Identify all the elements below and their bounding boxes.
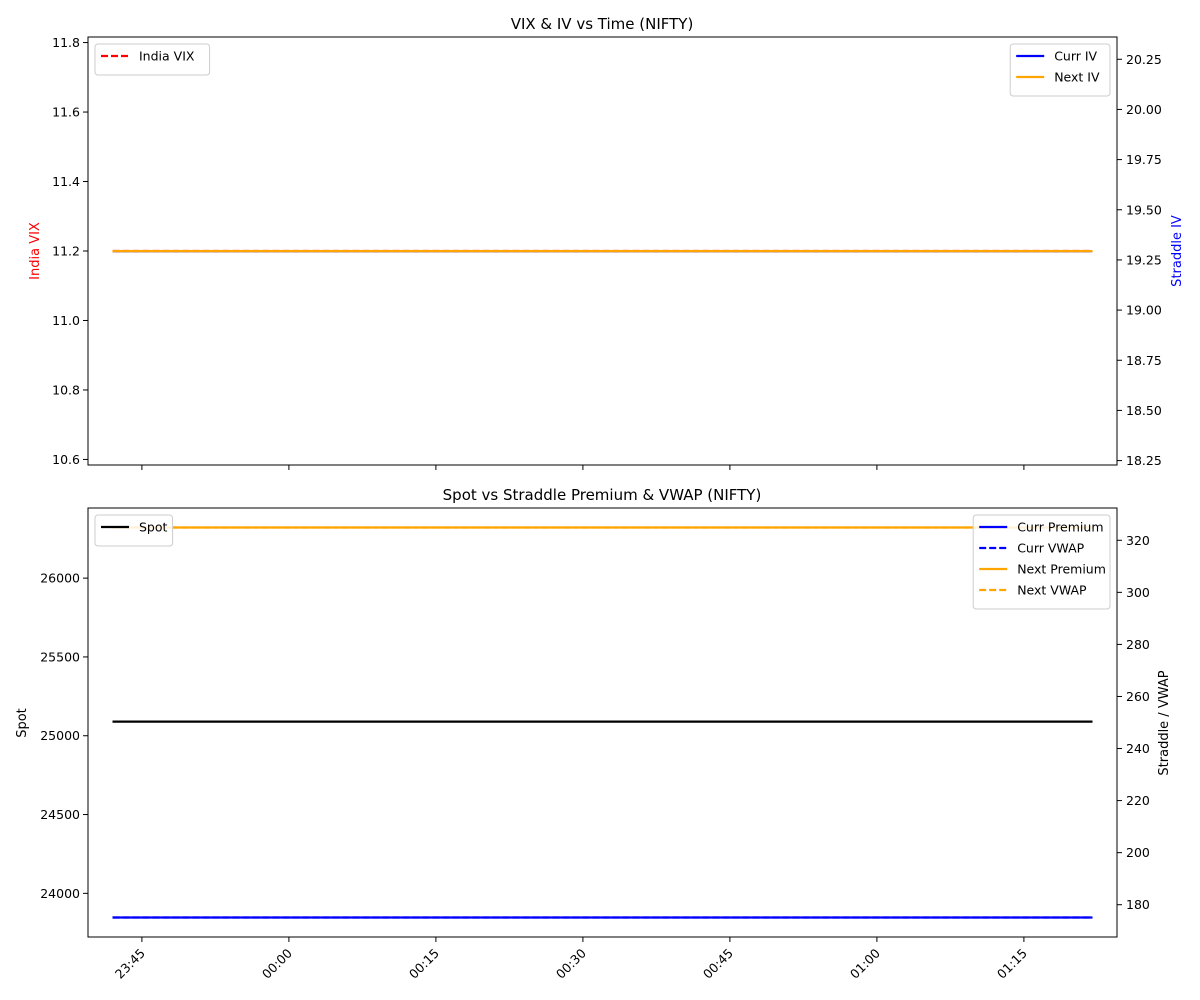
- vix-iv-left-tick-label: 10.6: [52, 452, 80, 467]
- vix-iv-right-tick-label: 19.25: [1126, 252, 1162, 267]
- legend-label-india-vix: India VIX: [139, 49, 195, 64]
- vix-iv-title: VIX & IV vs Time (NIFTY): [511, 15, 694, 33]
- vix-iv-right-tick-label: 18.50: [1126, 403, 1162, 418]
- vix-iv-left-axis: 10.6 10.8 11.0 11.2 11.4 11.6 11.8: [52, 35, 88, 467]
- spot-straddle-legend-right: Curr Premium Curr VWAP Next Premium Next VW…: [972, 514, 1111, 610]
- vix-iv-right-tick-label: 19.00: [1126, 303, 1162, 318]
- spot-straddle-plot-area: [87, 507, 1118, 938]
- legend-label-next-premium: Next Premium: [1017, 562, 1106, 577]
- legend-label-next-vwap: Next VWAP: [1017, 583, 1087, 598]
- legend-label-curr-iv: Curr IV: [1054, 49, 1097, 64]
- spot-straddle-left-tick-label: 26000: [40, 571, 80, 586]
- spot-straddle-title: Spot vs Straddle Premium & VWAP (NIFTY): [443, 486, 762, 504]
- vix-iv-right-ylabel: Straddle IV: [1170, 215, 1185, 287]
- legend-label-spot: Spot: [139, 520, 168, 535]
- vix-iv-x-axis: [141, 465, 1025, 470]
- spot-straddle-right-tick-label: 260: [1126, 689, 1150, 704]
- vix-iv-right-tick-label: 18.75: [1126, 353, 1162, 368]
- spot-straddle-right-tick-label: 320: [1126, 533, 1150, 548]
- spot-straddle-left-tick-label: 25000: [40, 728, 80, 743]
- vix-iv-legend-left-box: [94, 43, 211, 76]
- spot-straddle-right-tick-label: 220: [1126, 793, 1150, 808]
- legend-label-curr-vwap: Curr VWAP: [1017, 541, 1084, 556]
- vix-iv-left-tick-label: 11.8: [52, 35, 80, 50]
- spot-straddle-right-tick-label: 240: [1126, 741, 1150, 756]
- vix-iv-left-tick-label: 11.2: [52, 244, 80, 259]
- spot-straddle-right-tick-label: 280: [1126, 637, 1150, 652]
- vix-iv-legend-right: Curr IV Next IV: [1009, 43, 1111, 97]
- spot-straddle-left-tick-label: 24000: [40, 886, 80, 901]
- spot-straddle-right-tick-label: 200: [1126, 845, 1150, 860]
- vix-iv-left-tick-label: 11.6: [52, 105, 80, 120]
- spot-straddle-right-tick-label: 300: [1126, 585, 1150, 600]
- spot-straddle-left-axis: 24000 24500 25000 25500 26000: [40, 571, 88, 901]
- spot-straddle-left-tick-label: 24500: [40, 807, 80, 822]
- legend-label-next-iv: Next IV: [1054, 70, 1100, 85]
- spot-straddle-right-ylabel: Straddle / VWAP: [1157, 670, 1172, 775]
- spot-straddle-legend-left: Spot: [94, 514, 174, 547]
- spot-straddle-legend-left-box: [94, 514, 174, 547]
- legend-label-curr-premium: Curr Premium: [1017, 520, 1103, 535]
- spot-straddle-series-lines: [112, 526, 1093, 919]
- spot-straddle-right-tick-label: 180: [1126, 897, 1150, 912]
- vix-iv-right-tick-label: 20.25: [1126, 52, 1162, 67]
- vix-iv-right-axis: 18.25 18.50 18.75 19.00 19.25 19.50 19.75 20.00…: [1117, 52, 1162, 468]
- vix-iv-left-tick-label: 11.4: [52, 174, 80, 189]
- vix-iv-right-tick-label: 19.75: [1126, 152, 1162, 167]
- vix-iv-right-tick-label: 18.25: [1126, 453, 1162, 468]
- vix-iv-legend-left: India VIX: [94, 43, 211, 76]
- vix-iv-left-tick-label: 10.8: [52, 382, 80, 397]
- spot-straddle-right-axis: 180 200 220 240 260 280 300 320: [1117, 533, 1150, 912]
- vix-iv-left-ylabel: India VIX: [28, 222, 43, 280]
- vix-iv-panel: VIX & IV vs Time (NIFTY) 10.6 10.8 11.0 11.…: [28, 15, 1185, 470]
- spot-straddle-left-ylabel: Spot: [15, 708, 30, 738]
- vix-iv-right-tick-label: 19.50: [1126, 202, 1162, 217]
- spot-straddle-left-tick-label: 25500: [40, 649, 80, 664]
- spot-straddle-legend-right-box: [972, 514, 1111, 610]
- vix-iv-right-tick-label: 20.00: [1126, 102, 1162, 117]
- vix-iv-left-tick-label: 11.0: [52, 313, 80, 328]
